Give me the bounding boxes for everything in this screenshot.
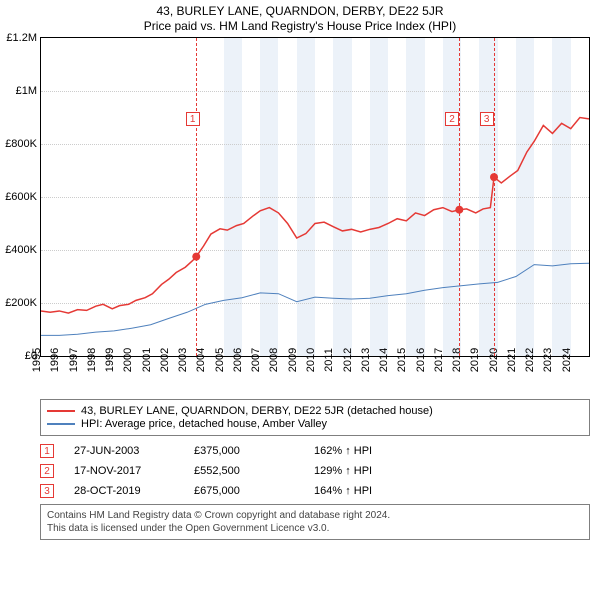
y-tick-label: £600K: [5, 191, 37, 203]
y-tick-label: £1M: [16, 85, 37, 97]
legend-item-property: 43, BURLEY LANE, QUARNDON, DERBY, DE22 5…: [47, 405, 583, 417]
sale-row: 2 17-NOV-2017£552,500129% ↑ HPI: [40, 464, 590, 478]
sales-table: 1 27-JUN-2003£375,000162% ↑ HPI 2 17-NOV-20…: [40, 444, 590, 498]
plot-area: £0£200K£400K£600K£800K£1M£1.2M1995199619…: [40, 37, 590, 357]
y-tick-label: £1.2M: [6, 32, 37, 44]
attribution-box: Contains HM Land Registry data © Crown c…: [40, 504, 590, 540]
sale-row-price: £552,500: [194, 465, 314, 477]
sale-row-price: £675,000: [194, 485, 314, 497]
chart-title: 43, BURLEY LANE, QUARNDON, DERBY, DE22 5…: [0, 4, 600, 18]
sale-row-badge: 3: [40, 484, 54, 498]
sale-row-badge: 1: [40, 444, 54, 458]
legend-swatch-hpi: [47, 423, 75, 425]
series-line: [41, 118, 589, 314]
legend-item-hpi: HPI: Average price, detached house, Ambe…: [47, 418, 583, 430]
sale-row-date: 27-JUN-2003: [74, 445, 194, 457]
legend-box: 43, BURLEY LANE, QUARNDON, DERBY, DE22 5…: [40, 399, 590, 436]
legend-swatch-property: [47, 410, 75, 412]
series-line: [41, 263, 589, 335]
sale-row-vs-hpi: 162% ↑ HPI: [314, 445, 434, 457]
attribution-line-1: Contains HM Land Registry data © Crown c…: [47, 509, 583, 522]
chart-subtitle: Price paid vs. HM Land Registry's House …: [0, 19, 600, 33]
sale-point: [490, 173, 498, 181]
sale-point: [192, 253, 200, 261]
legend-label-property: 43, BURLEY LANE, QUARNDON, DERBY, DE22 5…: [81, 405, 433, 417]
sale-row-vs-hpi: 164% ↑ HPI: [314, 485, 434, 497]
line-chart-svg: [41, 38, 589, 356]
sale-row-date: 17-NOV-2017: [74, 465, 194, 477]
y-tick-label: £400K: [5, 244, 37, 256]
chart-frame: 43, BURLEY LANE, QUARNDON, DERBY, DE22 5…: [0, 4, 600, 594]
legend-label-hpi: HPI: Average price, detached house, Ambe…: [81, 418, 327, 430]
sale-row-date: 28-OCT-2019: [74, 485, 194, 497]
sale-point: [455, 206, 463, 214]
sale-row: 1 27-JUN-2003£375,000162% ↑ HPI: [40, 444, 590, 458]
sale-row-vs-hpi: 129% ↑ HPI: [314, 465, 434, 477]
sale-row-price: £375,000: [194, 445, 314, 457]
sale-row: 3 28-OCT-2019£675,000164% ↑ HPI: [40, 484, 590, 498]
y-tick-label: £800K: [5, 138, 37, 150]
attribution-line-2: This data is licensed under the Open Gov…: [47, 522, 583, 535]
sale-row-badge: 2: [40, 464, 54, 478]
y-tick-label: £200K: [5, 297, 37, 309]
